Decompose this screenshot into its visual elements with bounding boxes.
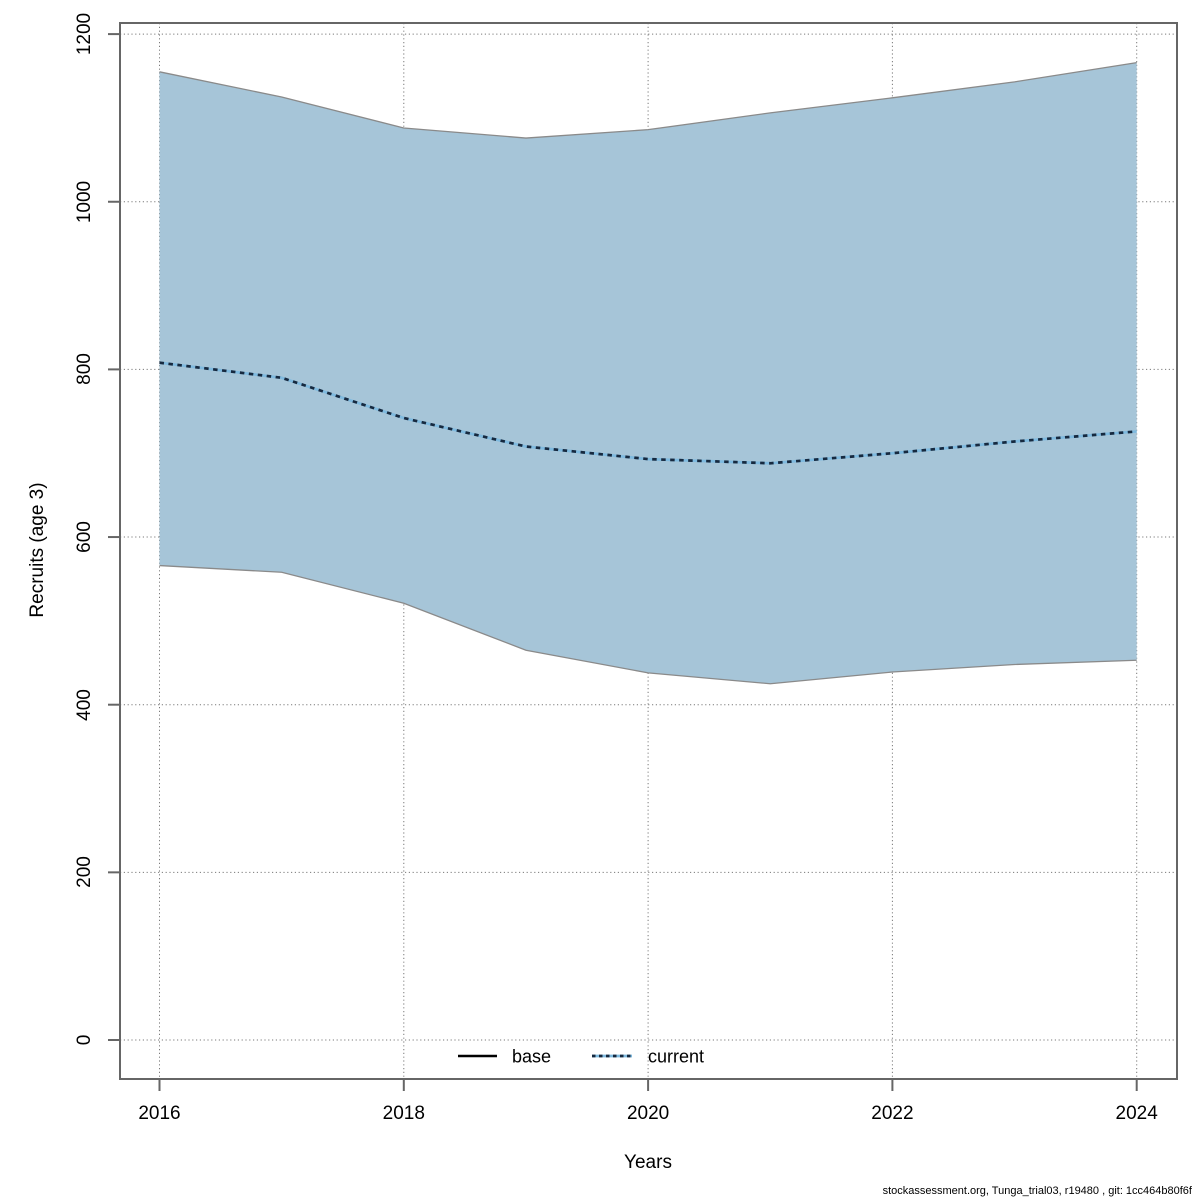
y-tick-label: 800 bbox=[74, 353, 95, 386]
legend-label-base: base bbox=[512, 1046, 552, 1067]
x-tick-label: 2018 bbox=[382, 1103, 425, 1124]
confidence-band-lower-edge bbox=[159, 564, 1137, 685]
x-tick-label: 2020 bbox=[626, 1103, 670, 1124]
x-tick-label: 2016 bbox=[138, 1103, 181, 1124]
y-axis-title: Recruits (age 3) bbox=[27, 482, 48, 618]
legend-label-current: current bbox=[648, 1046, 705, 1067]
x-axis-title: Years bbox=[624, 1152, 672, 1173]
x-tick-label: 2022 bbox=[871, 1103, 914, 1124]
confidence-band bbox=[159, 62, 1137, 684]
y-tick-label: 600 bbox=[74, 521, 95, 553]
current-line bbox=[159, 361, 1137, 465]
y-tick-label: 200 bbox=[74, 856, 95, 889]
confidence-band-upper-edge bbox=[159, 61, 1137, 139]
y-tick-label: 1200 bbox=[74, 12, 95, 56]
y-tick-label: 1000 bbox=[74, 180, 95, 223]
x-tick-label: 2024 bbox=[1115, 1103, 1158, 1124]
y-tick-label: 0 bbox=[74, 1034, 95, 1046]
watermark-text: stockassessment.org, Tunga_trial03, r194… bbox=[882, 1185, 1192, 1197]
y-tick-label: 400 bbox=[74, 688, 95, 721]
